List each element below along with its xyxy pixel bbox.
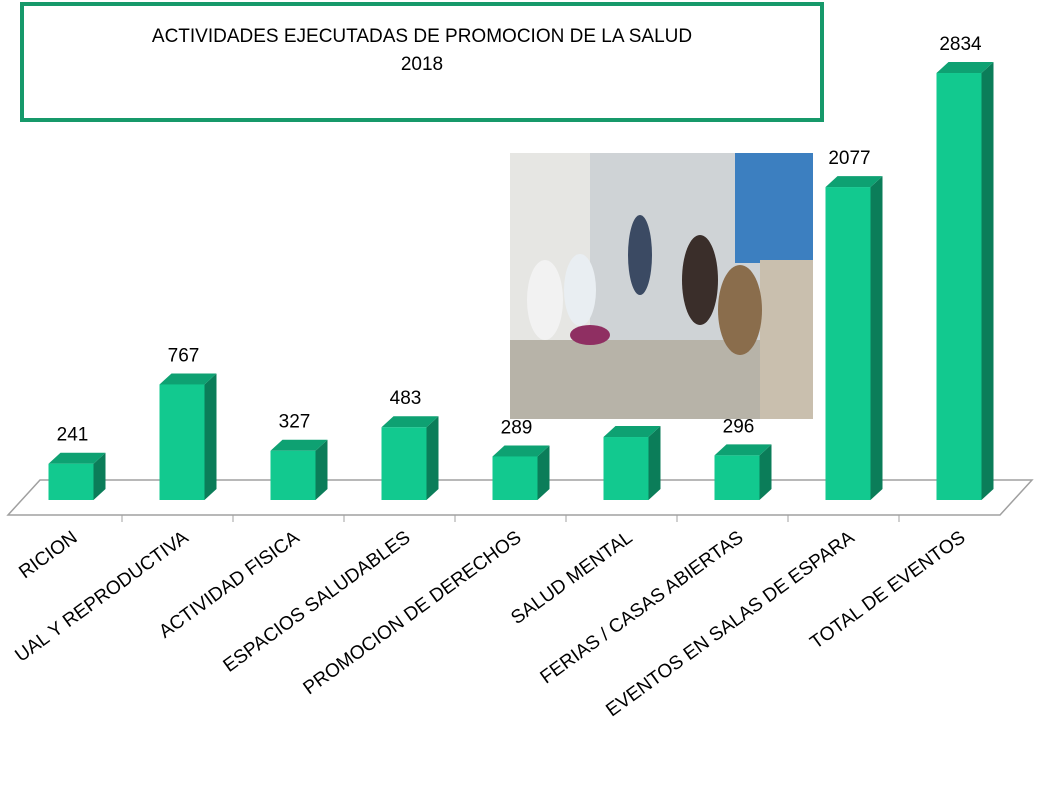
value-label: 767: [168, 345, 200, 366]
value-label: 241: [57, 425, 89, 446]
chart: ACTIVIDADES EJECUTADAS DE PROMOCION DE L…: [0, 0, 1046, 797]
value-label: 327: [279, 412, 311, 433]
value-label: 2077: [828, 148, 870, 169]
chart-subtitle: 2018: [401, 54, 443, 75]
bar: [271, 451, 316, 500]
bar: [604, 437, 649, 500]
bar-side: [427, 416, 439, 500]
bar: [160, 384, 205, 500]
bar: [49, 464, 94, 500]
value-label: 2834: [939, 34, 982, 55]
bar-side: [871, 176, 883, 500]
x-tick-label: PROMOCION DE DERECHOS: [300, 527, 526, 699]
x-tick-label: UAL Y REPRODUCTIVA: [12, 527, 193, 667]
bar: [493, 456, 538, 500]
bar-side: [982, 62, 994, 500]
bar: [937, 73, 982, 500]
value-label: 289: [501, 417, 533, 438]
bar: [826, 187, 871, 500]
bar: [715, 455, 760, 500]
value-label: 296: [723, 416, 755, 437]
photo: [510, 153, 813, 419]
x-tick-label: FERIAS / CASAS ABIERTAS: [537, 527, 748, 688]
value-label: 483: [390, 388, 422, 409]
bar-side: [649, 426, 661, 500]
bar: [382, 427, 427, 500]
x-tick-label: RICION: [15, 527, 81, 583]
x-tick-label: ESPACIOS SALUDABLES: [220, 527, 415, 677]
chart-title: ACTIVIDADES EJECUTADAS DE PROMOCION DE L…: [152, 26, 692, 47]
bar-side: [205, 373, 217, 500]
